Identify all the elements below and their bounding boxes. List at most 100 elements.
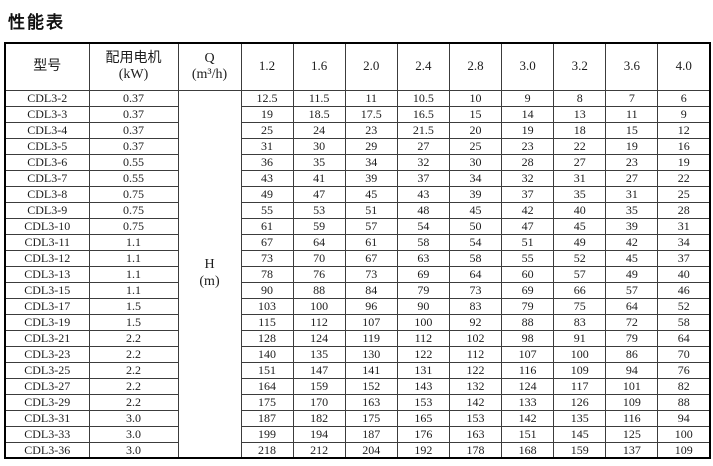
head-value-cell: 91 <box>553 329 607 347</box>
head-unit-cell: H (m) <box>177 89 242 459</box>
head-value-cell: 112 <box>292 313 346 331</box>
head-value-cell: 40 <box>553 201 607 219</box>
head-value-cell: 37 <box>501 185 555 203</box>
head-value-cell: 9 <box>657 105 711 123</box>
table-row: CDL3-23 2.2 140 135 130 122 112 107 100 86 70 <box>4 345 711 363</box>
table-row: CDL3-12 1.1 73 70 67 63 58 55 52 45 37 <box>4 249 711 267</box>
table-row: CDL3-25 2.2 151 147 141 131 122 116 109 94 76 <box>4 361 711 379</box>
head-value-cell: 153 <box>396 393 450 411</box>
head-value-cell: 61 <box>344 233 398 251</box>
header-flow-q: Q (m³/h) <box>177 42 242 91</box>
head-value-cell: 102 <box>448 329 503 347</box>
table-row: CDL3-10 0.75 61 59 57 54 50 47 45 39 31 <box>4 217 711 235</box>
head-value-cell: 73 <box>344 265 398 283</box>
motor-kw-cell: 0.75 <box>88 185 179 203</box>
head-value-cell: 19 <box>605 137 659 155</box>
header-q-line1: Q <box>204 50 215 66</box>
head-value-cell: 53 <box>292 201 346 219</box>
head-value-cell: 159 <box>553 441 607 459</box>
model-cell: CDL3-19 <box>4 313 90 331</box>
table-row: CDL3-8 0.75 49 47 45 43 39 37 35 31 25 <box>4 185 711 203</box>
head-value-cell: 12 <box>657 121 711 139</box>
head-value-cell: 25 <box>448 137 503 155</box>
model-cell: CDL3-10 <box>4 217 90 235</box>
head-value-cell: 72 <box>605 313 659 331</box>
head-value-cell: 12.5 <box>240 89 294 107</box>
model-cell: CDL3-23 <box>4 345 90 363</box>
model-cell: CDL3-13 <box>4 265 90 283</box>
head-value-cell: 39 <box>344 169 398 187</box>
model-cell: CDL3-12 <box>4 249 90 267</box>
head-value-cell: 69 <box>396 265 450 283</box>
head-value-cell: 43 <box>240 169 294 187</box>
head-value-cell: 16.5 <box>396 105 450 123</box>
table-row: CDL3-9 0.75 55 53 51 48 45 42 40 35 28 <box>4 201 711 219</box>
head-value-cell: 94 <box>605 361 659 379</box>
header-row: 型号 配用电机 (kW) Q (m³/h) 1.2 1.6 2.0 2.4 2.8 3.0… <box>4 42 711 91</box>
head-value-cell: 100 <box>396 313 450 331</box>
header-flow-value: 4.0 <box>657 42 711 91</box>
head-value-cell: 23 <box>501 137 555 155</box>
table-body: CDL3-2 0.37 H (m) 12.5 11.5 11 10.5 10 9 8 7 6 CDL3-3… <box>4 89 711 459</box>
motor-kw-cell: 0.75 <box>88 217 179 235</box>
head-value-cell: 135 <box>292 345 346 363</box>
head-value-cell: 124 <box>501 377 555 395</box>
table-row: CDL3-13 1.1 78 76 73 69 64 60 57 49 40 <box>4 265 711 283</box>
head-value-cell: 48 <box>396 201 450 219</box>
head-value-cell: 42 <box>605 233 659 251</box>
head-value-cell: 45 <box>448 201 503 219</box>
head-value-cell: 168 <box>501 441 555 459</box>
head-value-cell: 153 <box>448 409 503 427</box>
table-row: CDL3-31 3.0 187 182 175 165 153 142 135 116 94 <box>4 409 711 427</box>
head-value-cell: 27 <box>553 153 607 171</box>
motor-kw-cell: 0.55 <box>88 153 179 171</box>
head-value-cell: 101 <box>605 377 659 395</box>
head-value-cell: 122 <box>396 345 450 363</box>
head-unit-line1: H <box>204 256 215 272</box>
motor-kw-cell: 1.1 <box>88 249 179 267</box>
head-value-cell: 73 <box>240 249 294 267</box>
head-value-cell: 34 <box>448 169 503 187</box>
head-value-cell: 31 <box>657 217 711 235</box>
head-value-cell: 151 <box>501 425 555 443</box>
head-value-cell: 79 <box>396 281 450 299</box>
motor-kw-cell: 0.37 <box>88 137 179 155</box>
head-value-cell: 52 <box>553 249 607 267</box>
head-value-cell: 112 <box>396 329 450 347</box>
head-value-cell: 47 <box>292 185 346 203</box>
head-value-cell: 64 <box>657 329 711 347</box>
head-value-cell: 109 <box>553 361 607 379</box>
model-cell: CDL3-21 <box>4 329 90 347</box>
header-flow-value: 3.0 <box>501 42 555 91</box>
head-value-cell: 69 <box>501 281 555 299</box>
head-value-cell: 165 <box>396 409 450 427</box>
head-value-cell: 176 <box>396 425 450 443</box>
model-cell: CDL3-17 <box>4 297 90 315</box>
head-value-cell: 143 <box>396 377 450 395</box>
head-value-cell: 164 <box>240 377 294 395</box>
head-value-cell: 31 <box>240 137 294 155</box>
head-value-cell: 22 <box>657 169 711 187</box>
head-value-cell: 187 <box>240 409 294 427</box>
head-value-cell: 47 <box>501 217 555 235</box>
head-value-cell: 142 <box>448 393 503 411</box>
head-value-cell: 30 <box>292 137 346 155</box>
head-value-cell: 39 <box>605 217 659 235</box>
model-cell: CDL3-8 <box>4 185 90 203</box>
head-value-cell: 116 <box>605 409 659 427</box>
head-value-cell: 109 <box>605 393 659 411</box>
header-model: 型号 <box>4 42 90 91</box>
head-value-cell: 32 <box>501 169 555 187</box>
head-value-cell: 142 <box>501 409 555 427</box>
head-value-cell: 187 <box>344 425 398 443</box>
head-value-cell: 51 <box>501 233 555 251</box>
head-value-cell: 92 <box>448 313 503 331</box>
head-value-cell: 170 <box>292 393 346 411</box>
model-cell: CDL3-29 <box>4 393 90 411</box>
motor-kw-cell: 0.37 <box>88 121 179 139</box>
head-value-cell: 57 <box>344 217 398 235</box>
header-motor-power: 配用电机 (kW) <box>88 42 179 91</box>
head-value-cell: 122 <box>448 361 503 379</box>
motor-kw-cell: 0.37 <box>88 105 179 123</box>
head-value-cell: 100 <box>553 345 607 363</box>
